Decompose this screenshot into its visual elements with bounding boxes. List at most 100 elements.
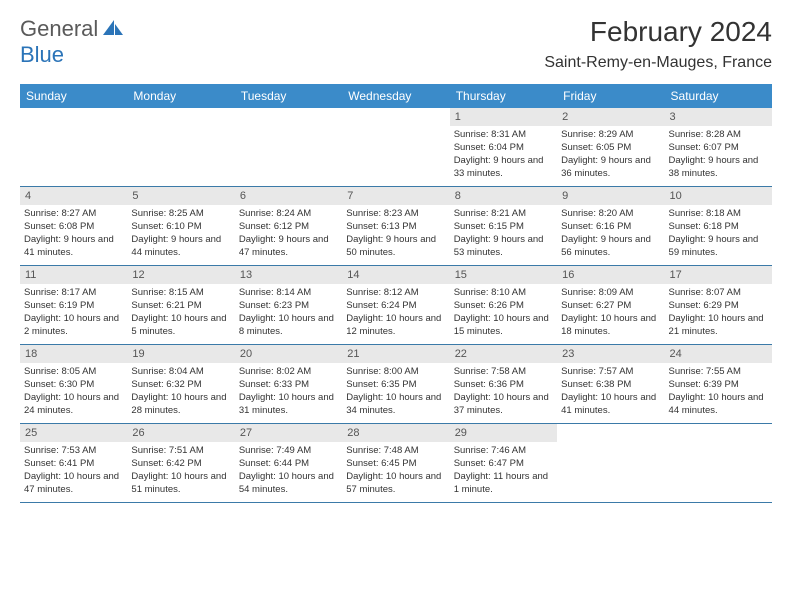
sunset-line: Sunset: 6:39 PM (669, 379, 768, 392)
sunset-line: Sunset: 6:33 PM (239, 379, 338, 392)
sunset-line: Sunset: 6:26 PM (454, 300, 553, 313)
header: General February 2024 Saint-Remy-en-Maug… (20, 16, 772, 72)
daylight-line: Daylight: 10 hours and 37 minutes. (454, 392, 553, 418)
sunrise-line: Sunrise: 8:10 AM (454, 287, 553, 300)
sunrise-line: Sunrise: 8:20 AM (561, 208, 660, 221)
sunset-line: Sunset: 6:04 PM (454, 142, 553, 155)
week-row: 11Sunrise: 8:17 AMSunset: 6:19 PMDayligh… (20, 266, 772, 345)
sunset-line: Sunset: 6:05 PM (561, 142, 660, 155)
day-cell: 17Sunrise: 8:07 AMSunset: 6:29 PMDayligh… (665, 266, 772, 344)
day-cell: 27Sunrise: 7:49 AMSunset: 6:44 PMDayligh… (235, 424, 342, 502)
sunrise-line: Sunrise: 7:53 AM (24, 445, 123, 458)
sun-info: Sunrise: 8:25 AMSunset: 6:10 PMDaylight:… (131, 208, 230, 259)
daylight-line: Daylight: 9 hours and 56 minutes. (561, 234, 660, 260)
sun-info: Sunrise: 8:10 AMSunset: 6:26 PMDaylight:… (454, 287, 553, 338)
sun-info: Sunrise: 7:48 AMSunset: 6:45 PMDaylight:… (346, 445, 445, 496)
daylight-line: Daylight: 10 hours and 31 minutes. (239, 392, 338, 418)
daylight-line: Daylight: 10 hours and 18 minutes. (561, 313, 660, 339)
day-cell: 3Sunrise: 8:28 AMSunset: 6:07 PMDaylight… (665, 108, 772, 186)
sun-info: Sunrise: 8:07 AMSunset: 6:29 PMDaylight:… (669, 287, 768, 338)
daylight-line: Daylight: 9 hours and 33 minutes. (454, 155, 553, 181)
day-header: Wednesday (342, 84, 449, 108)
day-number: 9 (557, 187, 664, 205)
sunset-line: Sunset: 6:10 PM (131, 221, 230, 234)
sun-info: Sunrise: 8:21 AMSunset: 6:15 PMDaylight:… (454, 208, 553, 259)
daylight-line: Daylight: 9 hours and 41 minutes. (24, 234, 123, 260)
sunrise-line: Sunrise: 7:46 AM (454, 445, 553, 458)
sun-info: Sunrise: 7:53 AMSunset: 6:41 PMDaylight:… (24, 445, 123, 496)
empty-cell (235, 108, 342, 186)
day-number: 10 (665, 187, 772, 205)
day-cell: 15 Sunrise: 8:10 AMSunset: 6:26 PMDayligh… (450, 266, 557, 344)
sunset-line: Sunset: 6:29 PM (669, 300, 768, 313)
day-number: 6 (235, 187, 342, 205)
logo-blue-wrap: Blue (20, 42, 64, 68)
daylight-line: Daylight: 10 hours and 51 minutes. (131, 471, 230, 497)
day-number: 13 (235, 266, 342, 284)
day-header: Sunday (20, 84, 127, 108)
daylight-line: Daylight: 10 hours and 54 minutes. (239, 471, 338, 497)
sunrise-line: Sunrise: 7:51 AM (131, 445, 230, 458)
daylight-line: Daylight: 9 hours and 36 minutes. (561, 155, 660, 181)
day-cell: 25Sunrise: 7:53 AMSunset: 6:41 PMDayligh… (20, 424, 127, 502)
daylight-line: Daylight: 10 hours and 15 minutes. (454, 313, 553, 339)
day-headers: SundayMondayTuesdayWednesdayThursdayFrid… (20, 84, 772, 108)
title-block: February 2024 Saint-Remy-en-Mauges, Fran… (544, 16, 772, 72)
sunset-line: Sunset: 6:36 PM (454, 379, 553, 392)
day-cell: 10Sunrise: 8:18 AMSunset: 6:18 PMDayligh… (665, 187, 772, 265)
day-cell: 24Sunrise: 7:55 AMSunset: 6:39 PMDayligh… (665, 345, 772, 423)
day-cell: 21 Sunrise: 8:00 AMSunset: 6:35 PMDayligh… (342, 345, 449, 423)
sunset-line: Sunset: 6:23 PM (239, 300, 338, 313)
sun-info: Sunrise: 8:15 AMSunset: 6:21 PMDaylight:… (131, 287, 230, 338)
day-header: Friday (557, 84, 664, 108)
day-cell: 9Sunrise: 8:20 AMSunset: 6:16 PMDaylight… (557, 187, 664, 265)
day-cell: 5 Sunrise: 8:25 AMSunset: 6:10 PMDaylight… (127, 187, 234, 265)
location: Saint-Remy-en-Mauges, France (544, 54, 772, 72)
day-number: 7 (342, 187, 449, 205)
day-number: 15 (450, 266, 557, 284)
day-header: Saturday (665, 84, 772, 108)
sunrise-line: Sunrise: 7:48 AM (346, 445, 445, 458)
week-row: 4Sunrise: 8:27 AMSunset: 6:08 PMDaylight… (20, 187, 772, 266)
empty-cell (557, 424, 664, 502)
day-cell: 14Sunrise: 8:12 AMSunset: 6:24 PMDayligh… (342, 266, 449, 344)
sunset-line: Sunset: 6:47 PM (454, 458, 553, 471)
sunset-line: Sunset: 6:15 PM (454, 221, 553, 234)
logo-text-general: General (20, 16, 98, 42)
weeks-container: 1Sunrise: 8:31 AMSunset: 6:04 PMDaylight… (20, 108, 772, 503)
sun-info: Sunrise: 8:02 AMSunset: 6:33 PMDaylight:… (239, 366, 338, 417)
day-number: 16 (557, 266, 664, 284)
day-cell: 8Sunrise: 8:21 AMSunset: 6:15 PMDaylight… (450, 187, 557, 265)
day-number: 12 (127, 266, 234, 284)
day-number: 21 (342, 345, 449, 363)
sunrise-line: Sunrise: 7:57 AM (561, 366, 660, 379)
sunrise-line: Sunrise: 8:09 AM (561, 287, 660, 300)
daylight-line: Daylight: 10 hours and 24 minutes. (24, 392, 123, 418)
day-cell: 29Sunrise: 7:46 AMSunset: 6:47 PMDayligh… (450, 424, 557, 502)
sunrise-line: Sunrise: 8:04 AM (131, 366, 230, 379)
sunset-line: Sunset: 6:44 PM (239, 458, 338, 471)
day-cell: 12 Sunrise: 8:15 AMSunset: 6:21 PMDayligh… (127, 266, 234, 344)
sun-info: Sunrise: 8:09 AMSunset: 6:27 PMDaylight:… (561, 287, 660, 338)
sunset-line: Sunset: 6:19 PM (24, 300, 123, 313)
empty-cell (342, 108, 449, 186)
sun-info: Sunrise: 8:00 AMSunset: 6:35 PMDaylight:… (346, 366, 445, 417)
daylight-line: Daylight: 10 hours and 8 minutes. (239, 313, 338, 339)
sun-info: Sunrise: 7:51 AMSunset: 6:42 PMDaylight:… (131, 445, 230, 496)
empty-cell (665, 424, 772, 502)
day-number: 5 (127, 187, 234, 205)
day-header: Thursday (450, 84, 557, 108)
sunset-line: Sunset: 6:07 PM (669, 142, 768, 155)
day-cell: 22Sunrise: 7:58 AMSunset: 6:36 PMDayligh… (450, 345, 557, 423)
day-number: 24 (665, 345, 772, 363)
sunrise-line: Sunrise: 8:29 AM (561, 129, 660, 142)
sunrise-line: Sunrise: 8:31 AM (454, 129, 553, 142)
sunset-line: Sunset: 6:08 PM (24, 221, 123, 234)
sunset-line: Sunset: 6:35 PM (346, 379, 445, 392)
daylight-line: Daylight: 11 hours and 1 minute. (454, 471, 553, 497)
sunrise-line: Sunrise: 7:49 AM (239, 445, 338, 458)
day-number: 23 (557, 345, 664, 363)
day-number: 22 (450, 345, 557, 363)
sunrise-line: Sunrise: 8:05 AM (24, 366, 123, 379)
daylight-line: Daylight: 10 hours and 12 minutes. (346, 313, 445, 339)
